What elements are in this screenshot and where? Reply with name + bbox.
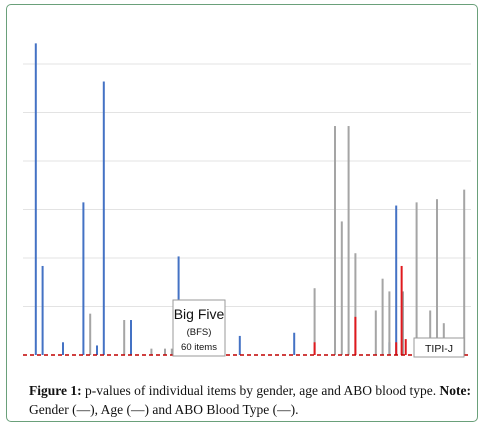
age-bar bbox=[123, 320, 126, 355]
age-bar bbox=[150, 348, 153, 355]
blood-bar bbox=[354, 316, 357, 355]
age-bar bbox=[463, 189, 466, 355]
big-five-items: 60 items bbox=[181, 342, 217, 353]
figure-text: p-values of individual items by gender, … bbox=[81, 383, 440, 398]
figure-frame: Big Five (BFS) 60 items TIPI-J Figure 1:… bbox=[6, 4, 478, 422]
blood-bar bbox=[404, 339, 407, 355]
gender-bar bbox=[395, 205, 398, 355]
tipi-box bbox=[413, 337, 465, 358]
age-bar bbox=[374, 310, 377, 355]
bars bbox=[34, 43, 466, 356]
age-bar bbox=[170, 348, 173, 355]
age-bar bbox=[354, 253, 357, 355]
p-value-bar-chart: Big Five (BFS) 60 items TIPI-J bbox=[23, 43, 471, 358]
gender-bar bbox=[96, 345, 98, 355]
age-bar bbox=[347, 126, 350, 355]
age-bar bbox=[313, 288, 316, 355]
note-label: Note: bbox=[439, 383, 471, 398]
figure-label: Figure 1: bbox=[29, 383, 82, 398]
age-bar bbox=[334, 126, 336, 355]
gender-bar bbox=[293, 332, 296, 355]
figure-caption: Figure 1: p-values of individual items b… bbox=[29, 381, 479, 419]
note-text: Gender (—), Age (—) and ABO Blood Type (… bbox=[29, 402, 299, 417]
tipi-label: TIPI-J bbox=[425, 343, 453, 355]
age-bar bbox=[164, 348, 166, 355]
age-bar bbox=[388, 291, 391, 355]
blood-bar bbox=[400, 265, 403, 355]
gender-bar bbox=[34, 43, 37, 356]
big-five-title: Big Five bbox=[174, 306, 225, 322]
gender-bar bbox=[130, 320, 132, 355]
big-five-abbr: (BFS) bbox=[187, 327, 212, 338]
gender-bar bbox=[41, 265, 44, 355]
gender-bar bbox=[62, 342, 64, 355]
age-bar bbox=[436, 199, 438, 355]
big-five-annotation: Big Five (BFS) 60 items bbox=[172, 299, 226, 357]
age-bar bbox=[340, 221, 343, 355]
age-bar bbox=[429, 310, 432, 355]
age-bar bbox=[89, 313, 92, 355]
gender-bar bbox=[102, 81, 105, 356]
gender-bar bbox=[82, 202, 85, 355]
age-bar bbox=[402, 291, 404, 355]
age-bar bbox=[381, 278, 384, 355]
tipi-annotation: TIPI-J bbox=[413, 337, 465, 358]
blood-bar bbox=[395, 342, 398, 355]
blood-bar bbox=[313, 342, 316, 355]
gridlines bbox=[23, 63, 471, 307]
big-five-box bbox=[172, 299, 226, 357]
age-bar bbox=[415, 202, 418, 355]
gender-bar bbox=[238, 335, 241, 355]
